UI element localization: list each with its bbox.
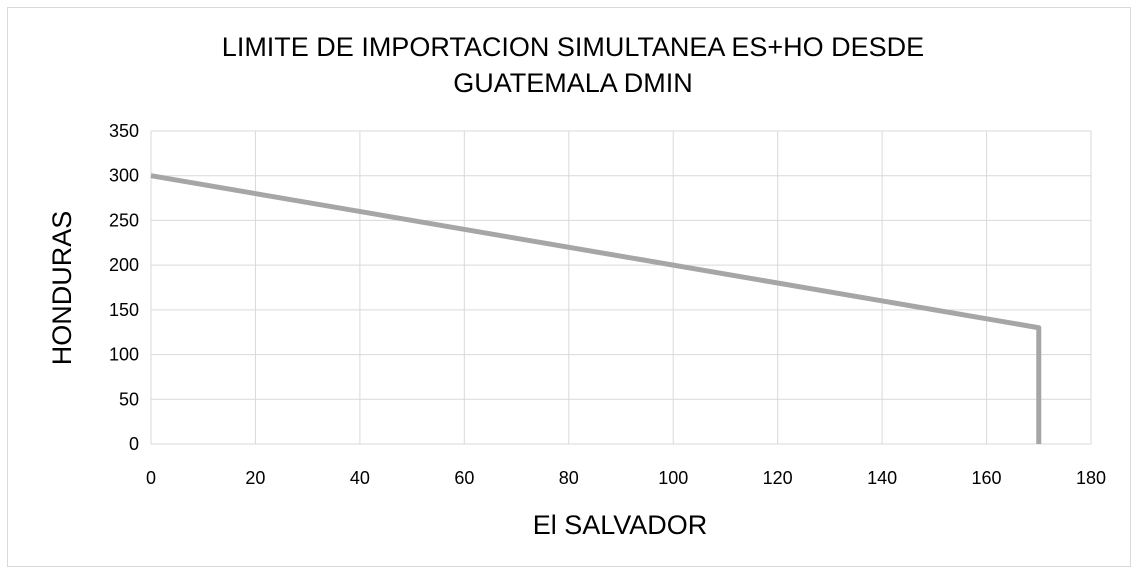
- x-tick-labels: 0 20 40 60 80 100 120 140 160 180: [146, 468, 1106, 488]
- y-tick-label-250: 250: [109, 210, 139, 230]
- y-tick-label-350: 350: [109, 121, 139, 141]
- y-tick-labels: 0 50 100 150 200 250 300 350: [109, 121, 139, 454]
- x-tick-label-80: 80: [559, 468, 579, 488]
- gridlines: [150, 130, 1092, 445]
- x-tick-label-120: 120: [763, 468, 793, 488]
- x-tick-label-100: 100: [658, 468, 688, 488]
- y-tick-label-50: 50: [119, 389, 139, 409]
- x-tick-label-140: 140: [867, 468, 897, 488]
- y-tick-label-200: 200: [109, 255, 139, 275]
- x-tick-label-0: 0: [146, 468, 156, 488]
- x-tick-label-180: 180: [1076, 468, 1106, 488]
- x-tick-label-20: 20: [245, 468, 265, 488]
- chart-title-line-2: GUATEMALA DMIN: [453, 68, 693, 98]
- y-tick-label-0: 0: [129, 434, 139, 454]
- chart-title-line-1: LIMITE DE IMPORTACION SIMULTANEA ES+HO D…: [222, 32, 924, 62]
- y-axis-title: HONDURAS: [47, 211, 77, 366]
- y-tick-label-100: 100: [109, 345, 139, 365]
- x-tick-label-160: 160: [972, 468, 1002, 488]
- x-tick-label-60: 60: [454, 468, 474, 488]
- y-tick-label-150: 150: [109, 300, 139, 320]
- series-layer: [150, 173, 1042, 445]
- x-tick-label-40: 40: [350, 468, 370, 488]
- y-tick-label-300: 300: [109, 166, 139, 186]
- x-axis-title: El SALVADOR: [533, 510, 708, 540]
